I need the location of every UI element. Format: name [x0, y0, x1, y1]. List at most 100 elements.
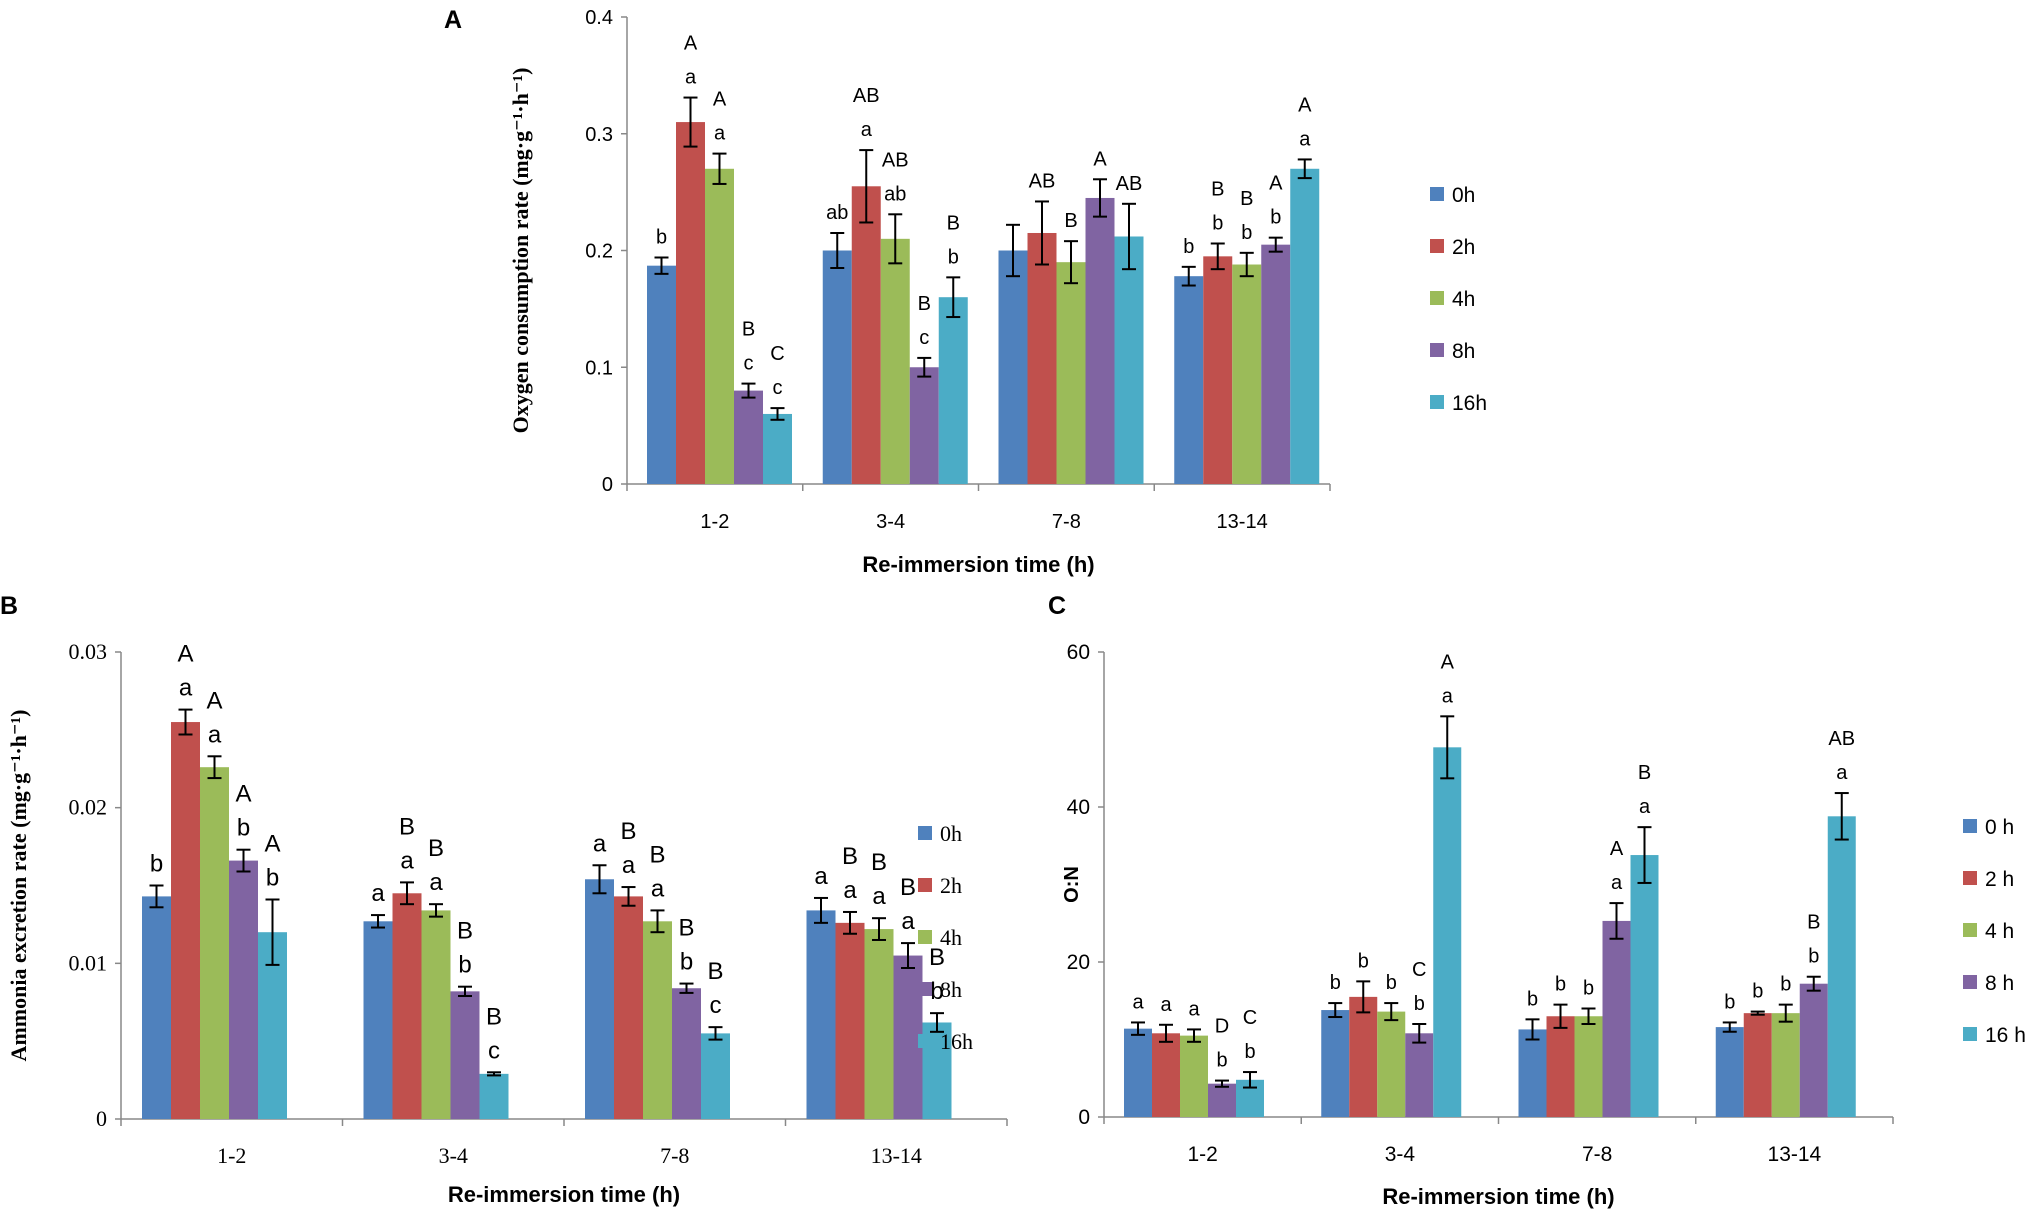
panel-b-significance-lower: b [930, 978, 943, 1005]
panel-a-bar [851, 186, 881, 484]
panel-a-bar [1114, 236, 1144, 484]
panel-c-bar [1124, 1028, 1152, 1117]
panel-a-significance-lower: c [919, 327, 929, 349]
panel-a-legend-label: 8h [1452, 340, 1475, 363]
panel-c-significance-lower: b [1330, 972, 1341, 994]
panel-c-ytick-label: 60 [1067, 641, 1090, 664]
panel-b-legend-label: 2h [940, 873, 962, 898]
panel-a-significance-lower: a [1299, 128, 1311, 150]
panel-b-significance-lower: a [872, 883, 886, 910]
panel-c-significance-lower: a [1836, 762, 1848, 784]
panel-b-ytick-label: 0 [96, 1106, 107, 1131]
panel-b-significance-lower: c [488, 1037, 500, 1064]
panel-a-ytick-label: 0 [602, 474, 613, 496]
panel-c-significance-upper: D [1215, 1016, 1229, 1038]
panel-a-category-label: 7-8 [1052, 511, 1081, 533]
panel-b-bar [363, 921, 393, 1119]
panel-b-significance-upper: B [399, 813, 415, 840]
panel-c-ytick-label: 0 [1078, 1106, 1090, 1129]
panel-b-legend-swatch [918, 1034, 932, 1048]
panel-b-category-label: 1-2 [217, 1143, 246, 1168]
panel-c-legend-label: 16 h [1985, 1024, 2026, 1047]
panel-c-bar [1433, 747, 1462, 1117]
panel-b-y-axis-label: Ammonia excretion rate (mg·g⁻¹·h⁻¹) [6, 710, 31, 1062]
panel-b-bar [421, 910, 451, 1119]
panel-c-bar [1518, 1029, 1547, 1117]
panel-c-significance-lower: b [1752, 981, 1763, 1003]
panel-c-legend-label: 4 h [1985, 920, 2014, 943]
panel-b-significance-upper: B [486, 1003, 502, 1030]
panel-c-legend-swatch [1963, 819, 1977, 833]
panel-b-significance-upper: A [264, 831, 280, 858]
panel-a-significance-upper: A [1269, 173, 1283, 195]
panel-a-legend-swatch [1430, 395, 1444, 409]
panel-a-significance-upper: B [1064, 210, 1077, 232]
panel-b-category-label: 3-4 [439, 1143, 468, 1168]
panel-c-significance-upper: B [1638, 762, 1651, 784]
panel-a: A 00.10.20.30.41-2 3-4 7-8 13-14babbaAaABAB… [444, 6, 1487, 577]
panel-b-ytick-label: 0.03 [69, 639, 108, 664]
panel-c-significance-lower: b [1724, 991, 1735, 1013]
panel-b-significance-lower: c [710, 992, 722, 1019]
panel-c-bar [1208, 1083, 1236, 1117]
panel-a-bar [998, 250, 1028, 484]
panel-b-bar [893, 955, 923, 1119]
panel-c-category-label: 1-2 [1187, 1143, 1217, 1166]
panel-a-bar [647, 265, 676, 484]
panel-c-bar [1377, 1011, 1406, 1117]
panel-c-significance-lower: a [1132, 991, 1144, 1013]
panel-b-legend-label: 8h [940, 977, 962, 1002]
panel-c-ytick-label: 40 [1067, 796, 1090, 819]
panel-b-category-label: 13-14 [871, 1143, 922, 1168]
panel-c-bar [1630, 855, 1659, 1117]
panel-b-significance-upper: B [900, 874, 916, 901]
panel-a-x-axis-label: Re-immersion time (h) [862, 552, 1094, 577]
panel-c-significance-lower: b [1414, 993, 1425, 1015]
panel-c-significance-lower: b [1555, 974, 1566, 996]
panel-c-significance-upper: AB [1828, 728, 1855, 750]
panel-c-significance-lower: b [1386, 972, 1397, 994]
panel-c-significance-lower: b [1216, 1050, 1227, 1072]
panel-c-significance-lower: a [1188, 998, 1200, 1020]
panel-b-bar [585, 879, 614, 1119]
panel-c-significance-upper: A [1441, 651, 1455, 673]
panel-a-legend-swatch [1430, 343, 1444, 357]
panel-a-significance-lower: a [714, 123, 726, 145]
panel-a-bar [1174, 276, 1204, 484]
panel-c-significance-lower: a [1611, 872, 1623, 894]
panel-a-significance-upper: A [1298, 94, 1312, 116]
panel-b-significance-upper: A [235, 781, 251, 808]
panel-a-legend-swatch [1430, 239, 1444, 253]
panel-a-legend-label: 2h [1452, 236, 1475, 259]
panel-c-category-label: 13-14 [1768, 1143, 1822, 1166]
panel-a-category-label: 3-4 [876, 511, 905, 533]
panel-a-significance-lower: c [773, 377, 783, 399]
panel-b-bar [479, 1073, 509, 1119]
panel-b-bar [229, 860, 258, 1119]
panel-b-category-label: 7-8 [660, 1143, 689, 1168]
panel-a-significance-lower: b [656, 227, 667, 249]
panel-a-bar [822, 250, 852, 484]
panel-a-legend-swatch [1430, 291, 1444, 305]
panel-a-ytick-label: 0.4 [585, 7, 613, 29]
panel-a-y-axis-label: Oxygen consumption rate (mg·g⁻¹·h⁻¹) [508, 68, 533, 434]
panel-b-bar [701, 1033, 730, 1119]
panel-a-significance-lower: b [1241, 222, 1252, 244]
panel-a-legend-label: 16h [1452, 392, 1487, 415]
panel-c-bar [1405, 1033, 1434, 1117]
panel-c-legend-swatch [1963, 871, 1977, 885]
panel-b-x-axis-label: Re-immersion time (h) [448, 1182, 680, 1207]
panel-b-significance-lower: b [680, 949, 693, 976]
panel-b-legend-swatch [918, 982, 932, 996]
panel-c-bar [1799, 983, 1828, 1117]
panel-b-bar [614, 896, 643, 1119]
panel-c-legend-label: 2 h [1985, 868, 2014, 891]
panel-a-significance-upper: C [770, 343, 784, 365]
panel-c-legend-label: 8 h [1985, 972, 2014, 995]
panel-b-significance-upper: B [929, 944, 945, 971]
panel-b-ytick-label: 0.01 [69, 950, 108, 975]
panel-c-significance-lower: b [1244, 1041, 1255, 1063]
panel-a-significance-upper: B [1240, 188, 1253, 210]
panel-a-significance-upper: A [684, 33, 698, 55]
panel-b-significance-lower: b [266, 865, 279, 892]
